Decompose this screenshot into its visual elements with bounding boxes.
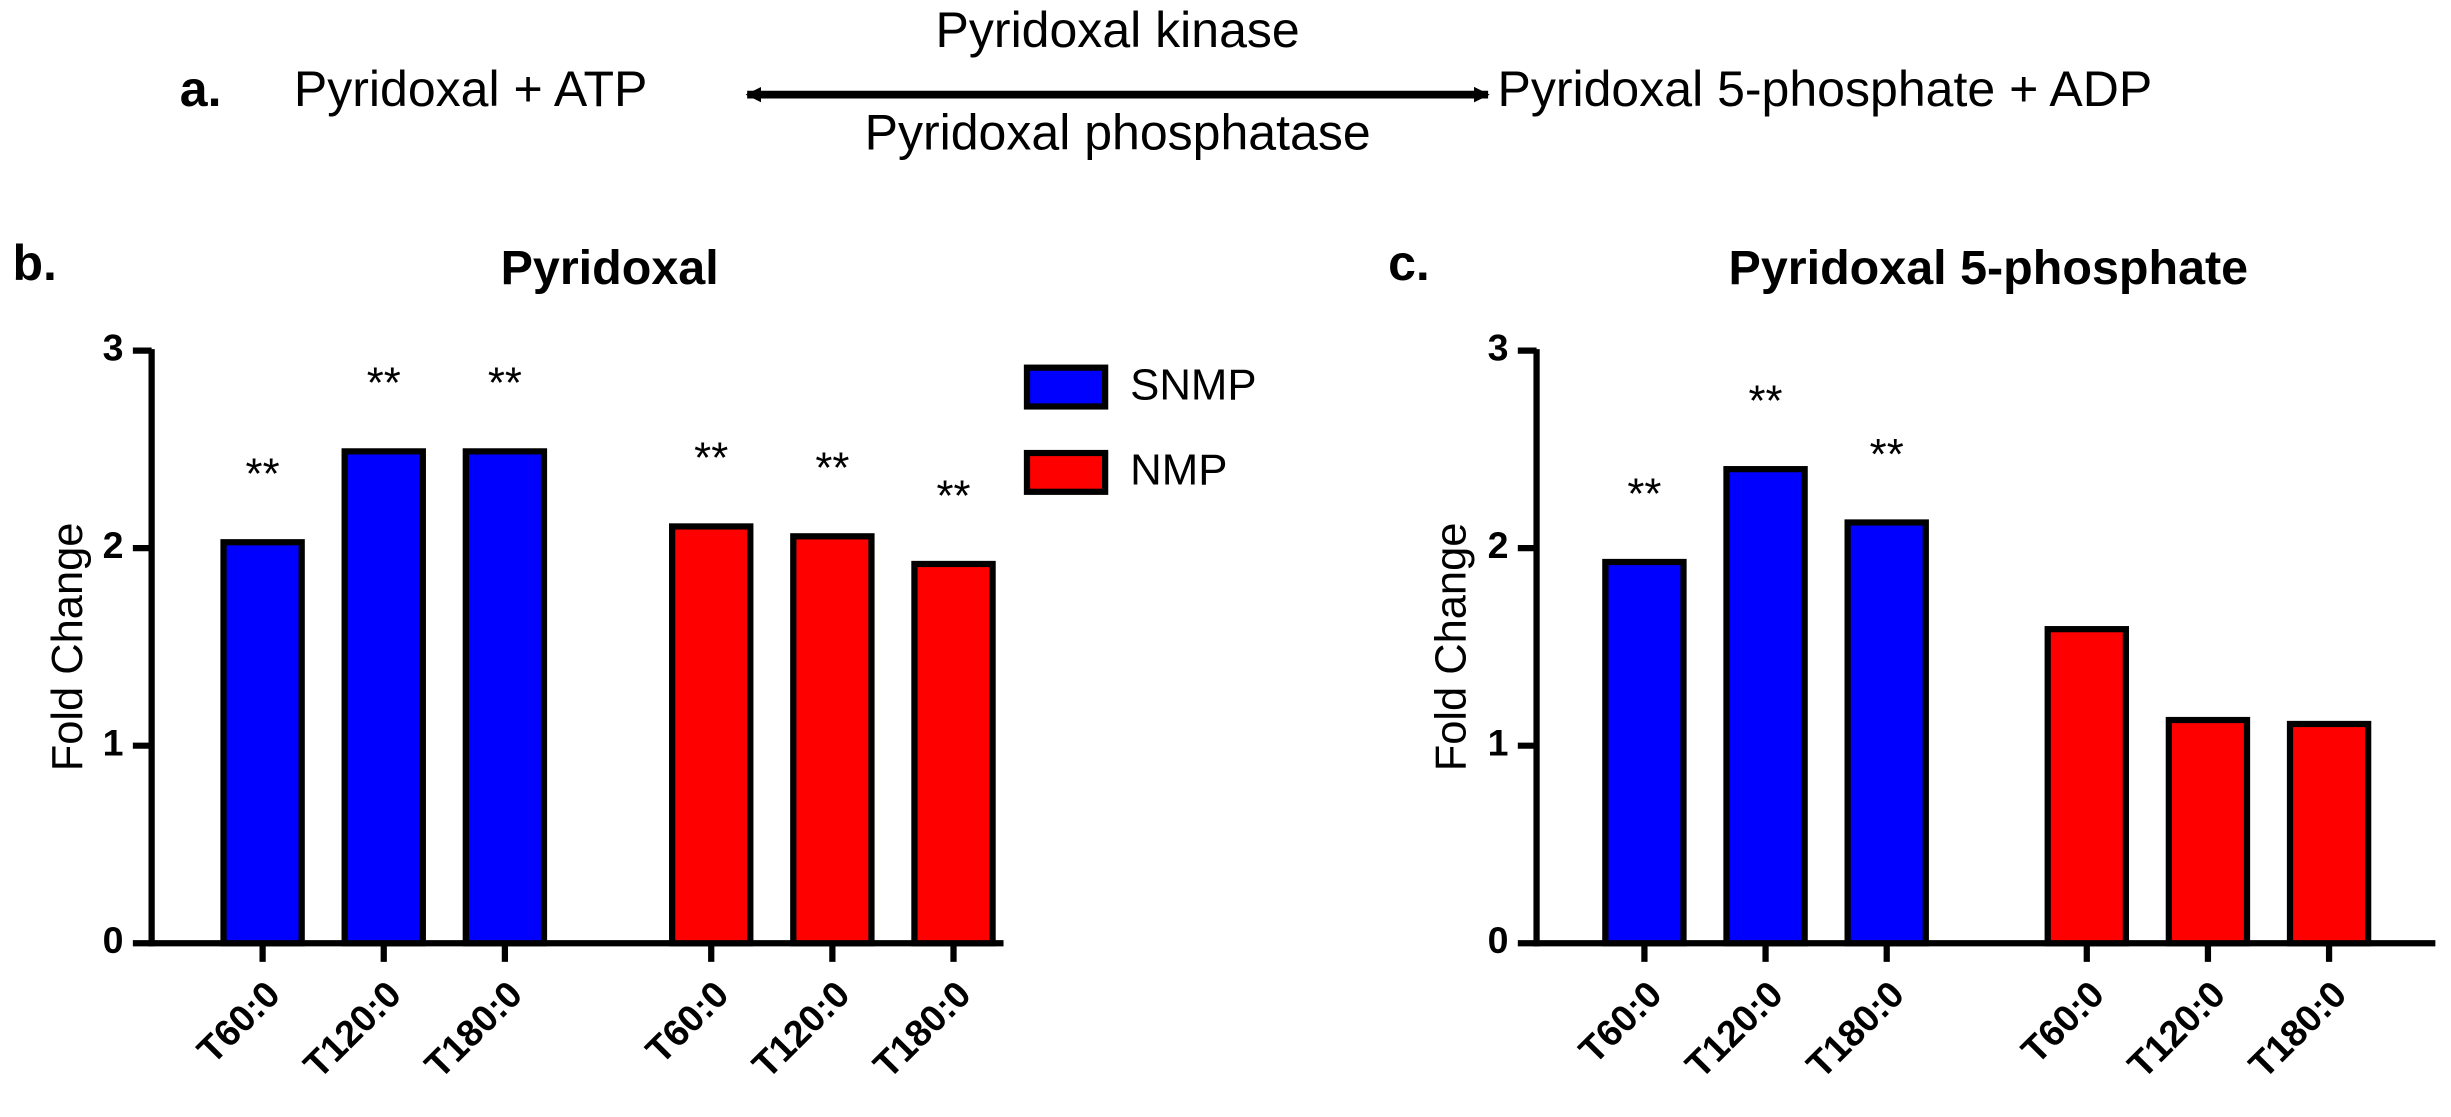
- significance-label: **: [936, 472, 970, 520]
- significance-label: **: [1749, 378, 1783, 426]
- y-tick-label: 2: [103, 524, 124, 566]
- significance-label: **: [815, 445, 849, 493]
- legend-label: SNMP: [1130, 361, 1256, 409]
- x-tick-label: T120:0: [1677, 973, 1791, 1086]
- chart-title: Pyridoxal: [501, 241, 719, 295]
- y-tick-label: 3: [103, 327, 124, 369]
- bar: [790, 533, 875, 947]
- bar: [341, 448, 426, 947]
- y-tick-label: 1: [103, 722, 124, 764]
- bar: [2165, 716, 2251, 947]
- y-tick-label: 0: [103, 919, 124, 961]
- bar: [669, 523, 754, 947]
- significance-label: **: [1870, 431, 1904, 479]
- forward-enzyme: Pyridoxal kinase: [936, 2, 1300, 58]
- y-tick-label: 2: [1488, 524, 1509, 566]
- x-tick-label: T180:0: [2240, 973, 2354, 1086]
- panel-label: c.: [1388, 235, 1430, 291]
- y-axis-label: Fold Change: [44, 523, 92, 772]
- y-axis-label: Fold Change: [1427, 523, 1475, 772]
- product: Pyridoxal 5-phosphate + ADP: [1497, 61, 2152, 117]
- x-tick-label: T180:0: [1798, 973, 1912, 1086]
- panel-label: b.: [13, 235, 57, 291]
- legend-swatch: [1023, 364, 1109, 410]
- bar: [1602, 558, 1687, 947]
- chart-title: Pyridoxal 5-phosphate: [1729, 241, 2249, 295]
- bar: [911, 560, 996, 947]
- significance-label: **: [367, 360, 401, 408]
- x-tick-label: T60:0: [2013, 973, 2112, 1071]
- x-tick-label: T180:0: [416, 973, 530, 1086]
- x-tick-label: T60:0: [189, 973, 288, 1071]
- reverse-enzyme: Pyridoxal phosphatase: [865, 105, 1371, 161]
- y-tick-label: 3: [1488, 327, 1509, 369]
- bar: [1844, 519, 1929, 947]
- panel-label: a.: [180, 61, 222, 117]
- significance-label: **: [1627, 470, 1661, 518]
- x-tick-label: T60:0: [1571, 973, 1670, 1071]
- x-tick-label: T120:0: [295, 973, 409, 1086]
- y-tick-label: 0: [1488, 919, 1509, 961]
- reactant: Pyridoxal + ATP: [294, 61, 648, 117]
- y-tick-label: 1: [1488, 722, 1509, 764]
- bar: [2286, 720, 2372, 947]
- bar: [2044, 626, 2129, 947]
- bar: [220, 539, 305, 947]
- x-tick-label: T120:0: [744, 973, 858, 1086]
- significance-label: **: [694, 435, 728, 483]
- significance-label: **: [488, 360, 522, 408]
- bar: [1723, 466, 1808, 947]
- x-tick-label: T60:0: [637, 973, 736, 1071]
- significance-label: **: [246, 451, 280, 499]
- x-tick-label: T180:0: [865, 973, 979, 1086]
- legend-swatch: [1023, 449, 1109, 495]
- legend-label: NMP: [1130, 447, 1227, 495]
- bar: [462, 448, 548, 947]
- x-tick-label: T120:0: [2119, 973, 2233, 1086]
